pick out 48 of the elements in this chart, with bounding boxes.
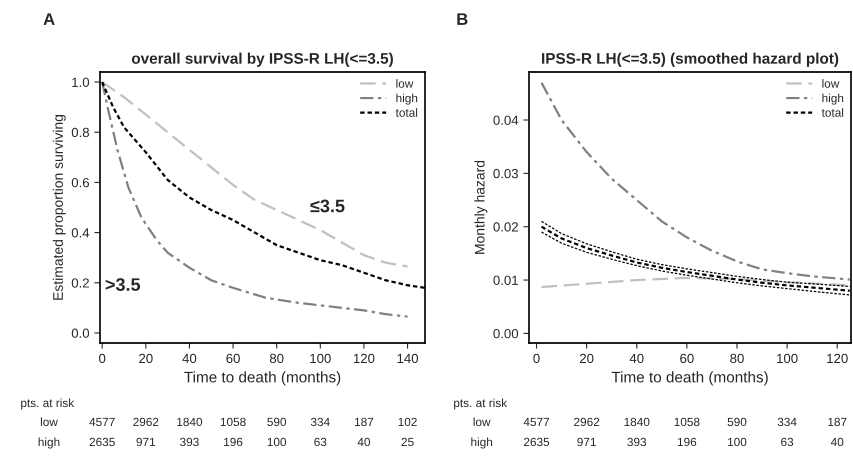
y-tick-label: 0.01 <box>493 276 518 285</box>
text: high 2635 971 393 196 100 63 40 <box>471 437 844 448</box>
x-tick-label: 120 <box>354 354 374 364</box>
text: A <box>44 13 55 25</box>
y-tick-label: 1.0 <box>72 78 90 87</box>
text: B <box>457 13 468 25</box>
legend-label: total <box>396 108 418 117</box>
legend-label: total <box>822 108 844 117</box>
text: high 2635 971 393 196 100 63 40 25 <box>38 437 414 448</box>
y-axis-title: Monthly hazard <box>474 160 488 254</box>
y-tick-label: 0.00 <box>493 328 518 338</box>
y-tick-label: 0.04 <box>493 116 518 125</box>
x-tick-label: 20 <box>580 354 594 364</box>
x-tick-label: 60 <box>680 354 694 364</box>
legend-label: low <box>822 79 840 88</box>
text: low 4577 2962 1840 1058 590 334 187 <box>474 417 846 426</box>
x-tick-label: 140 <box>398 354 418 364</box>
x-tick-label: 40 <box>182 354 196 364</box>
x-tick-label: 0 <box>533 354 540 364</box>
y-tick-label: 0.0 <box>72 328 90 338</box>
y-tick-label: 0.8 <box>72 128 90 138</box>
y-tick-label: 0.03 <box>493 168 518 178</box>
y-tick-label: 0.02 <box>493 222 518 232</box>
x-tick-label: 120 <box>827 354 848 364</box>
x-axis-title: Time to death (months) <box>612 371 768 386</box>
x-axis-title: Time to death (months) <box>184 371 340 386</box>
x-tick-label: 0 <box>99 354 106 364</box>
legend-label: high <box>822 94 844 105</box>
text: pts. at risk <box>454 398 508 410</box>
x-tick-label: 80 <box>730 354 744 364</box>
annotation: ≤3.5 <box>310 200 344 212</box>
text: low 4577 2962 1840 1058 590 334 187 102 <box>40 417 417 426</box>
x-tick-label: 20 <box>139 354 153 364</box>
x-tick-label: 100 <box>310 354 331 364</box>
y-tick-label: 0.6 <box>72 178 90 188</box>
x-tick-label: 60 <box>226 354 240 364</box>
y-tick-label: 0.2 <box>72 278 89 288</box>
y-axis-title: Estimated proportion surviving <box>52 114 66 300</box>
x-tick-label: 40 <box>630 354 644 364</box>
x-tick-label: 100 <box>777 354 798 364</box>
annotation: >3.5 <box>106 278 140 291</box>
x-tick-label: 80 <box>270 354 284 364</box>
chart-title: overall survival by IPSS-R LH(<=3.5) <box>132 52 393 67</box>
legend-label: high <box>396 94 418 105</box>
y-tick-label: 0.4 <box>72 228 90 238</box>
chart-title: IPSS-R LH(<=3.5) (smoothed hazard plot) <box>542 52 838 67</box>
text: pts. at risk <box>21 398 74 410</box>
legend-label: low <box>396 79 414 88</box>
